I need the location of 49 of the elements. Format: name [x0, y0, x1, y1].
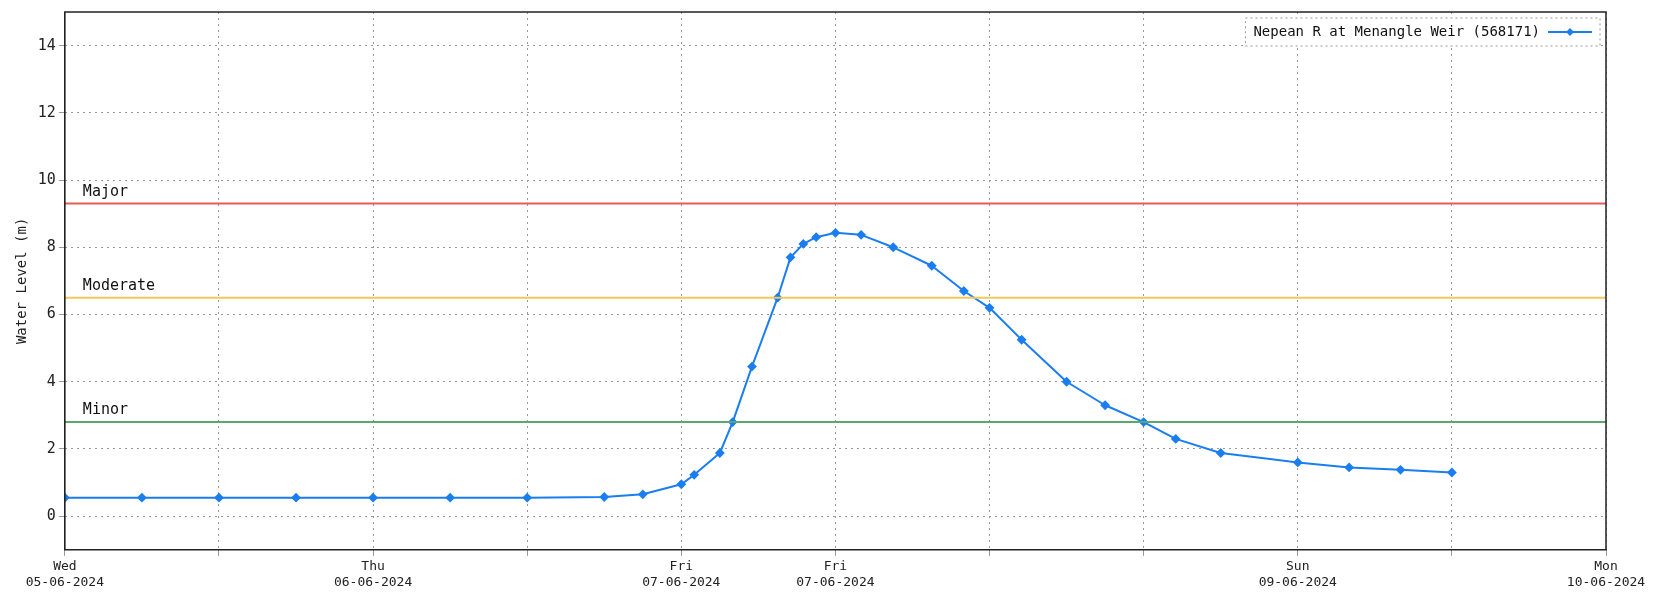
x-tick-label: Sun 09-06-2024: [1258, 557, 1338, 589]
y-tick-label: 14: [37, 35, 56, 54]
y-tick-label: 0: [46, 506, 56, 525]
point: [137, 493, 147, 503]
point: [798, 239, 808, 249]
point: [368, 493, 378, 503]
point: [959, 286, 969, 296]
point: [927, 261, 937, 271]
point: [689, 470, 699, 480]
legend-label: Nepean R at Menangle Weir (568171): [1253, 22, 1540, 39]
x-tick-label: Thu 06-06-2024: [333, 557, 413, 589]
point: [676, 479, 686, 489]
point: [599, 492, 609, 502]
point: [291, 493, 301, 503]
x-tick-label: Fri 07-06-2024: [642, 557, 721, 589]
point: [1171, 434, 1181, 444]
point: [1396, 465, 1406, 475]
point: [830, 228, 840, 238]
x-tick-label: Fri 07-06-2024: [796, 557, 875, 589]
y-tick-label: 8: [46, 237, 56, 256]
point: [811, 232, 821, 242]
y-tick-label: 6: [46, 304, 56, 323]
point: [1100, 400, 1110, 410]
point: [214, 493, 224, 503]
point: [1216, 448, 1226, 458]
point: [785, 252, 795, 262]
point: [1017, 335, 1027, 345]
point: [747, 362, 757, 372]
point: [445, 493, 455, 503]
y-tick-label: 12: [37, 102, 56, 121]
point: [856, 230, 866, 240]
point: [985, 303, 995, 313]
point: [888, 242, 898, 252]
y-tick-label: 10: [37, 169, 56, 188]
point: [638, 489, 648, 499]
x-tick-label: Wed 05-06-2024: [25, 557, 105, 589]
y-tick-label: 4: [46, 371, 56, 390]
point: [1293, 457, 1303, 467]
y-tick-label: 2: [46, 438, 56, 457]
x-tick-label: Mon 10-06-2024: [1566, 557, 1646, 589]
point: [1062, 377, 1072, 387]
point: [715, 448, 725, 458]
ref-line-label: Major: [82, 181, 129, 200]
point: [1447, 467, 1457, 477]
y-axis-title: Water Level (m): [13, 217, 30, 345]
point: [1344, 462, 1354, 472]
ref-line-label: Moderate: [82, 276, 156, 295]
ref-line-label: Minor: [82, 400, 129, 419]
point: [522, 493, 532, 503]
